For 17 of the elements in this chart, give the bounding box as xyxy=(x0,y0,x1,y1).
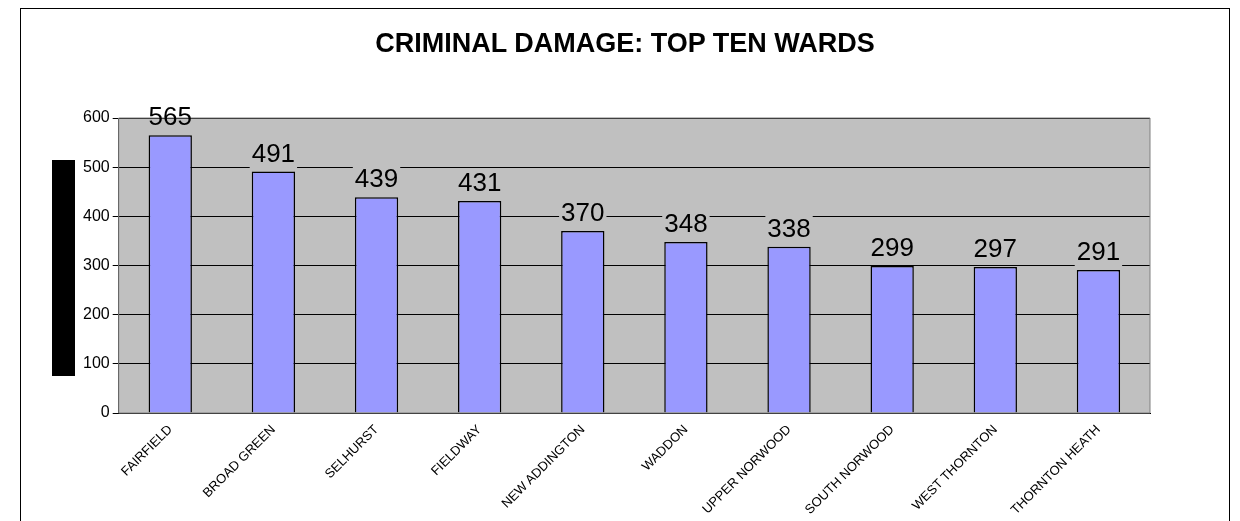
y-tick-label: 100 xyxy=(82,354,110,372)
data-label: 338 xyxy=(767,213,811,243)
y-tick-label: 0 xyxy=(100,403,110,421)
data-label: 431 xyxy=(457,167,502,198)
data-label: 491 xyxy=(251,137,296,168)
data-label: 370 xyxy=(561,197,605,228)
y-tick-label: 200 xyxy=(82,305,110,323)
y-tick-label: 600 xyxy=(82,108,110,126)
y-tick-label: 500 xyxy=(82,157,110,175)
data-label: 291 xyxy=(1076,236,1121,267)
y-tick-label: 300 xyxy=(82,255,110,273)
data-label: 348 xyxy=(664,208,708,239)
chart-title: CRIMINAL DAMAGE: TOP TEN WARDS xyxy=(374,28,876,59)
data-label: 299 xyxy=(870,232,914,263)
data-label: 439 xyxy=(354,163,399,194)
y-tick-label: 400 xyxy=(82,206,110,224)
data-label: 297 xyxy=(973,233,1017,264)
